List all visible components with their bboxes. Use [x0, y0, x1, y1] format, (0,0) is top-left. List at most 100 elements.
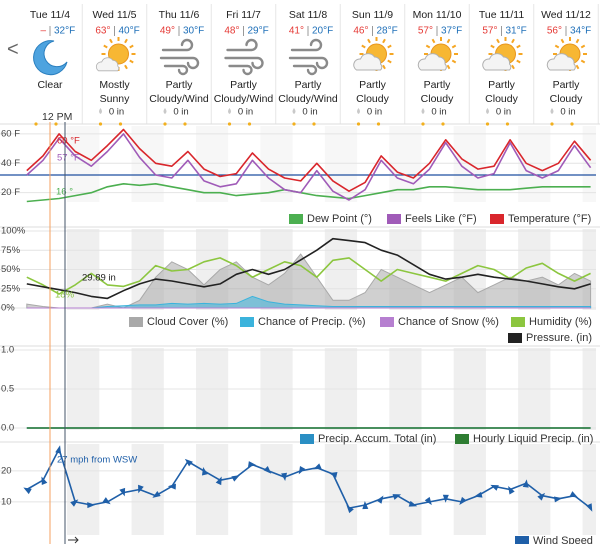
condition: Clear — [37, 79, 63, 91]
line-series — [26, 237, 591, 300]
condition-line: Partly — [295, 79, 323, 91]
weather-icon — [95, 37, 136, 72]
condition-line: Cloudy — [421, 93, 454, 105]
condition-line: Partly — [230, 79, 258, 91]
sun-marker — [227, 122, 232, 126]
line-series — [26, 128, 592, 192]
sun-ray — [575, 38, 580, 44]
legend-label: Temperature (°F) — [508, 213, 591, 225]
wind-arrow — [490, 484, 499, 491]
sun-ray — [511, 38, 515, 44]
condition: Partly Cloudy — [356, 79, 389, 105]
high-temp: 41° — [289, 26, 304, 37]
sun-ray — [387, 44, 392, 49]
sun-marker — [505, 122, 510, 126]
wind-arrow — [263, 465, 272, 474]
sun-marker — [54, 122, 58, 126]
sun-ray — [516, 59, 521, 64]
night-band — [67, 444, 100, 535]
sun-ray — [496, 38, 500, 44]
wind-icon-line — [228, 64, 253, 76]
sun-ray — [511, 64, 515, 70]
day-label: Wed 11/12 — [541, 9, 591, 21]
wind-arrow — [442, 494, 449, 503]
condition-line: Partly — [553, 79, 581, 91]
precip-amount: 0 in — [431, 107, 446, 118]
legend-swatch — [289, 214, 303, 224]
condition: Mostly Sunny — [99, 79, 130, 105]
sun-ray — [431, 38, 436, 44]
annotation: 57 °F — [57, 153, 80, 164]
wind-arrow — [376, 495, 384, 504]
sun-ray — [446, 38, 451, 44]
low-temp: 28°F — [377, 26, 398, 37]
high-temp: 63° — [95, 26, 110, 37]
sun-ray — [103, 44, 108, 49]
prev-arrow[interactable]: < — [7, 38, 19, 60]
wind-arrow — [362, 501, 369, 510]
line-series — [26, 183, 591, 203]
sun-ray — [361, 44, 366, 49]
sun-ray — [580, 59, 586, 64]
weather-icon — [482, 37, 523, 71]
night-band — [260, 444, 293, 535]
moon-icon — [33, 40, 68, 76]
y-tick-label: 60 F — [1, 128, 20, 139]
raindrop-icon — [163, 108, 167, 114]
condition-line: Partly — [488, 79, 516, 91]
condition-line: Cloudy/Wind — [214, 93, 274, 105]
weather-icon — [546, 37, 587, 71]
wind-arrow — [167, 483, 176, 490]
wind-arrow — [329, 471, 338, 478]
sun-ray — [109, 38, 113, 44]
wind-arrow — [586, 503, 593, 512]
sun — [108, 43, 129, 65]
condition: Partly Cloudy/Wind — [214, 79, 274, 105]
legend-swatch — [515, 536, 529, 544]
high-temp: 49° — [160, 26, 175, 37]
wind-arrow — [537, 492, 546, 501]
wind-arrow — [346, 505, 354, 514]
day-label: Thu 11/6 — [159, 9, 200, 21]
wind-arrow — [281, 472, 288, 482]
legend-swatch — [387, 214, 401, 224]
condition: Partly Cloudy/Wind — [149, 79, 209, 105]
condition-line: Partly — [424, 79, 452, 91]
y-tick-label: 0% — [1, 303, 15, 314]
wind-arrow — [184, 458, 193, 467]
precip-amount: 0 in — [238, 107, 253, 118]
raindrop-icon — [99, 108, 102, 114]
sun-ray — [129, 44, 134, 49]
legend-label: Pressure. (in) — [526, 332, 592, 344]
sun-ray — [382, 38, 386, 44]
day-label: Wed 11/5 — [93, 9, 137, 21]
wind-arrow — [424, 496, 432, 506]
sun-marker — [441, 122, 445, 126]
precip-amount: 0 in — [560, 107, 575, 118]
y-tick-label: 40 F — [1, 158, 20, 169]
low-temp: 30°F — [183, 26, 204, 37]
legend-label: Dew Point (°) — [307, 213, 372, 225]
sun-ray — [382, 64, 386, 70]
sun-marker — [163, 122, 167, 126]
sun-ray — [490, 44, 495, 49]
legend-label: Hourly Liquid Precip. (in) — [473, 433, 593, 445]
weather-icon — [159, 38, 200, 76]
high-temp: – — [40, 26, 46, 37]
low-temp: 29°F — [248, 26, 269, 37]
raindrop-icon — [486, 108, 489, 114]
now-arrow — [68, 536, 79, 544]
sun-ray — [560, 38, 565, 44]
wind-arrow — [55, 445, 62, 454]
night-band — [518, 126, 551, 202]
sun-marker — [312, 122, 316, 126]
sun-marker — [356, 122, 361, 126]
precip-amount: 0 in — [367, 107, 382, 118]
wind-arrow — [392, 494, 402, 500]
night-band — [453, 444, 486, 535]
wind-arrow — [231, 475, 240, 482]
legend-label: Chance of Precip. (%) — [258, 316, 366, 328]
legend-swatch — [511, 317, 525, 327]
wind-arrow — [408, 500, 418, 507]
